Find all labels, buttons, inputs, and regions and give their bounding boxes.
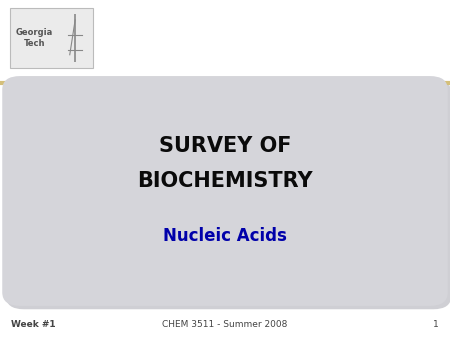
FancyBboxPatch shape [6,79,450,309]
Text: Nucleic Acids: Nucleic Acids [163,226,287,245]
Text: BIOCHEMISTRY: BIOCHEMISTRY [137,171,313,191]
Text: SURVEY OF: SURVEY OF [159,136,291,156]
FancyBboxPatch shape [2,76,448,306]
Text: Week #1: Week #1 [11,320,56,329]
Text: 1: 1 [433,320,439,329]
Text: Georgia
Tech: Georgia Tech [16,28,53,48]
FancyBboxPatch shape [10,8,93,68]
Text: CHEM 3511 - Summer 2008: CHEM 3511 - Summer 2008 [162,320,288,329]
